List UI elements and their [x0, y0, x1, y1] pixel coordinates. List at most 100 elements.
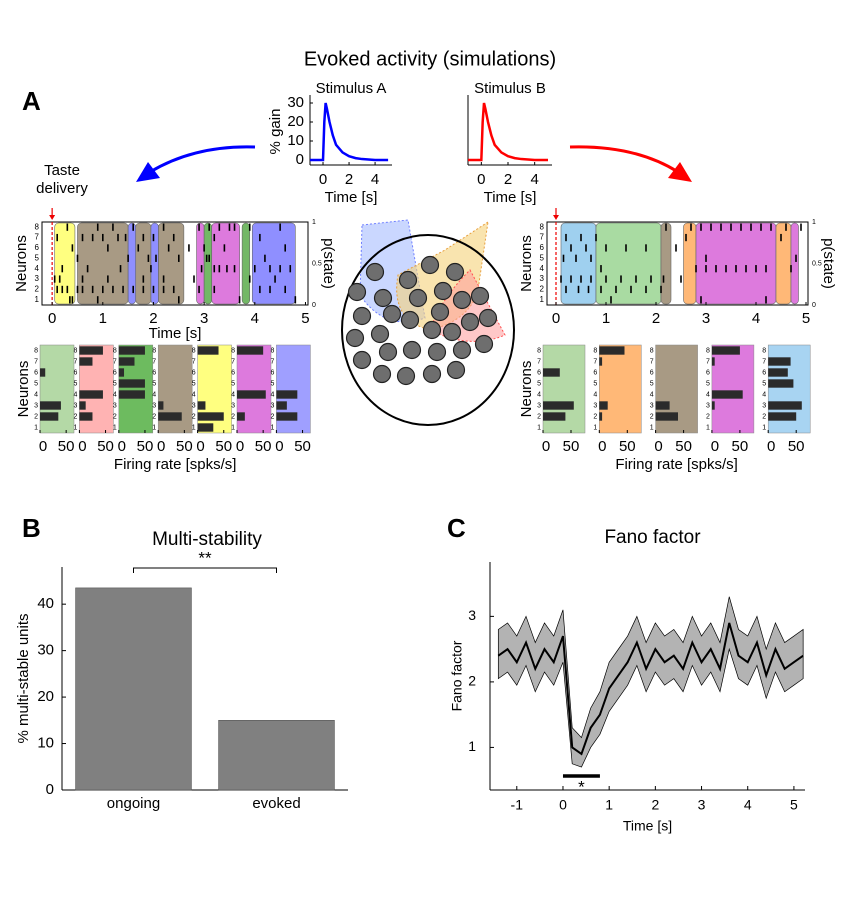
- neuron-disk: [474, 334, 494, 354]
- y-tick-label: 8: [706, 347, 710, 354]
- state-interval: [775, 222, 792, 305]
- x-tick-label: 1: [99, 310, 107, 327]
- y-tick-label: 4: [650, 391, 654, 398]
- y2-axis-label: p(state): [320, 238, 337, 289]
- rate-bar: [599, 357, 603, 366]
- x-tick-label: 50: [732, 438, 749, 455]
- y-tick-label: 30: [37, 642, 54, 659]
- y-tick-label: 3: [706, 402, 710, 409]
- y-tick-label: 0: [46, 781, 54, 798]
- y-tick-label: 6: [537, 369, 541, 376]
- y-tick-label: 4: [34, 391, 38, 398]
- y-tick-label: 1: [152, 424, 156, 431]
- x-axis-label: Firing rate [spks/s]: [114, 456, 237, 473]
- state-interval: [54, 222, 76, 305]
- x-tick-label: -1: [511, 797, 524, 813]
- neuron-disk: [452, 290, 472, 310]
- x-tick-label: 0: [654, 438, 662, 455]
- y-tick-label: 7: [231, 358, 235, 365]
- y-tick-label: 3: [35, 274, 40, 283]
- neuron-disk: [408, 288, 428, 308]
- rate-bar: [276, 390, 298, 399]
- y-tick-label: 1: [34, 424, 38, 431]
- rate-bar: [197, 346, 219, 355]
- neuron-disk: [402, 340, 422, 360]
- y-tick-label: 4: [152, 391, 156, 398]
- neuron-disk: [452, 340, 472, 360]
- plot-title: Stimulus A: [316, 80, 387, 97]
- y-tick-label: 4: [706, 391, 710, 398]
- x-tick-label: 50: [137, 438, 154, 455]
- y-tick-label: 3: [762, 402, 766, 409]
- y-tick-label: 5: [192, 380, 196, 387]
- y-tick-label: 3: [468, 607, 476, 623]
- panel-label: B: [22, 513, 41, 543]
- rate-bar: [158, 412, 182, 421]
- rate-bar: [711, 390, 743, 399]
- x-axis-label: Time [s]: [149, 325, 202, 342]
- y-tick-label: 1: [192, 424, 196, 431]
- x-tick-label: 5: [802, 310, 810, 327]
- arrow: [149, 145, 256, 174]
- x-axis-label: Time [s]: [325, 189, 378, 206]
- rate-bar: [768, 368, 788, 377]
- y-tick-label: 4: [537, 391, 541, 398]
- y-tick-label: 10: [287, 132, 304, 149]
- y-tick-label: 7: [192, 358, 196, 365]
- y-tick-label: 7: [35, 233, 40, 242]
- rate-bar: [79, 357, 93, 366]
- x-tick-label: 0: [157, 438, 165, 455]
- plot-title: Fano factor: [604, 527, 701, 548]
- y-tick-label: 1: [113, 424, 117, 431]
- rate-bar: [118, 357, 135, 366]
- y-tick-label: 2: [468, 673, 476, 689]
- y-tick-label: 2: [34, 413, 38, 420]
- panel-label: A: [22, 86, 41, 116]
- y-tick-label: 2: [192, 413, 196, 420]
- neuron-disk: [422, 364, 442, 384]
- rate-bar: [237, 412, 245, 421]
- x-tick-label: 5: [790, 797, 798, 813]
- plot-title: Stimulus B: [474, 80, 546, 97]
- y-tick-label: 1: [270, 424, 274, 431]
- rate-bar: [711, 346, 740, 355]
- x-tick-label: 50: [58, 438, 75, 455]
- x-tick-label: 3: [200, 310, 208, 327]
- y-tick-label: 1: [706, 424, 710, 431]
- y-tick-label: 0: [296, 151, 304, 168]
- y-tick-label: 4: [540, 264, 545, 273]
- y-tick-label: 2: [540, 285, 545, 294]
- y-tick-label: 7: [762, 358, 766, 365]
- y-tick-label: 3: [231, 402, 235, 409]
- y-tick-label: 4: [73, 391, 77, 398]
- y-axis-label: Fano factor: [449, 640, 465, 711]
- y-tick-label: 4: [231, 391, 235, 398]
- significance-label: *: [578, 777, 585, 796]
- neuron-disk: [398, 270, 418, 290]
- y-tick-label: 8: [34, 347, 38, 354]
- neuron-disk: [378, 342, 398, 362]
- error-band: [497, 596, 804, 768]
- neuron-disk: [400, 310, 420, 330]
- x-tick-label: 2: [652, 310, 660, 327]
- x-tick-label: 0: [236, 438, 244, 455]
- arrowhead: [136, 162, 160, 182]
- y-tick-label: 8: [192, 347, 196, 354]
- mean-line: [497, 622, 804, 756]
- x-tick-label: 2: [149, 310, 157, 327]
- x-tick-label: 4: [530, 171, 538, 188]
- bar: [218, 720, 335, 791]
- state-interval: [595, 222, 662, 305]
- x-tick-label: 0: [477, 171, 485, 188]
- y-tick-label: 40: [37, 595, 54, 612]
- x-tick-label: 50: [294, 438, 311, 455]
- state-interval: [790, 222, 799, 305]
- rate-bar: [158, 401, 164, 410]
- y-tick-label: 6: [650, 369, 654, 376]
- rate-bar: [276, 412, 298, 421]
- state-interval: [695, 222, 777, 305]
- rate-bar: [655, 412, 678, 421]
- neuron-disk: [442, 322, 462, 342]
- annotation: Taste delivery: [36, 162, 88, 197]
- network-diagram: [341, 219, 515, 426]
